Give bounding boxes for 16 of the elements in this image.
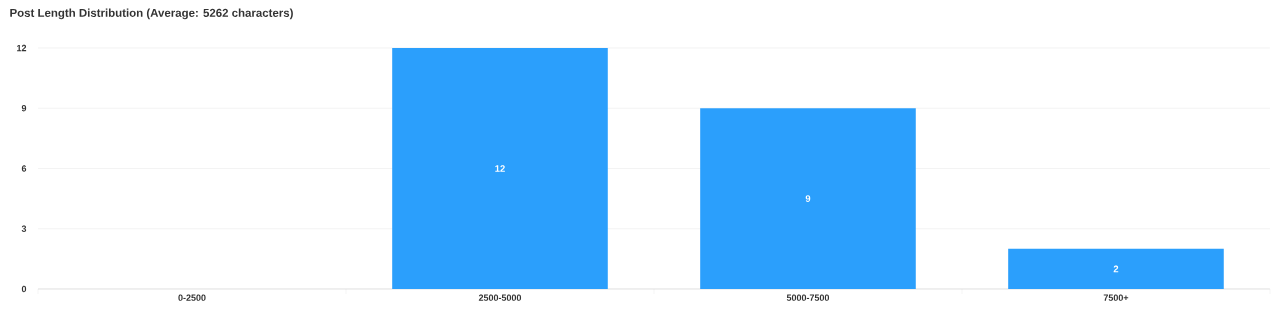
bar bbox=[392, 48, 608, 289]
y-tick-label: 3 bbox=[21, 225, 27, 232]
y-tick-label: 6 bbox=[21, 165, 27, 172]
x-tick-label: 7500+ bbox=[1103, 294, 1129, 301]
y-tick-label: 0 bbox=[21, 285, 27, 293]
chart-title: Post Length Distribution (Average: 5262 characters) bbox=[10, 8, 293, 20]
x-tick-label: 5000-7500 bbox=[786, 294, 830, 301]
bar bbox=[700, 108, 916, 289]
data-label: 2 bbox=[1113, 265, 1119, 273]
data-label: 9 bbox=[805, 195, 811, 202]
bar bbox=[1008, 248, 1224, 289]
y-tick-label: 9 bbox=[21, 105, 27, 112]
x-tick-label: 0-2500 bbox=[178, 294, 206, 301]
y-tick-label: 12 bbox=[17, 44, 27, 52]
data-label: 12 bbox=[495, 165, 505, 172]
x-tick-label: 2500-5000 bbox=[478, 294, 522, 301]
